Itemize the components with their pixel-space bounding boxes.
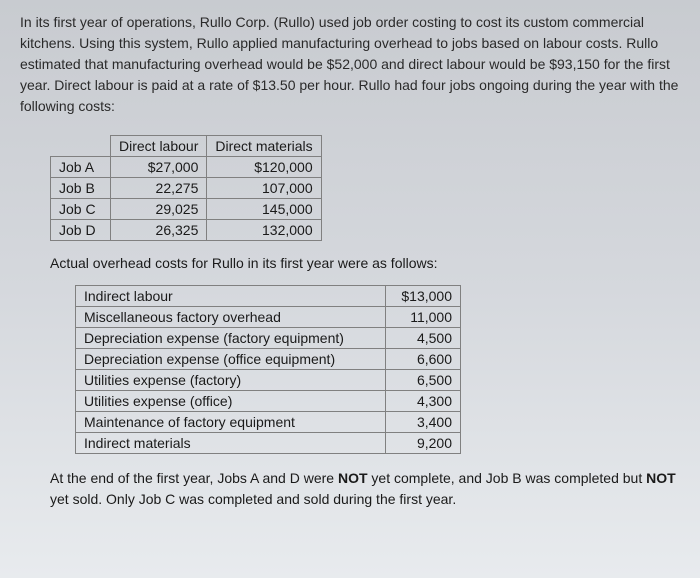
table-row: Maintenance of factory equipment 3,400: [76, 412, 461, 433]
job-materials: $120,000: [207, 157, 321, 178]
jobs-table: Direct labour Direct materials Job A $27…: [50, 135, 322, 241]
table-row: Depreciation expense (factory equipment)…: [76, 328, 461, 349]
job-labour: $27,000: [111, 157, 207, 178]
end-text-part: yet complete, and Job B was completed bu…: [368, 470, 647, 486]
end-bold-not: NOT: [646, 470, 676, 486]
job-label: Job B: [51, 178, 111, 199]
overhead-value: $13,000: [386, 286, 461, 307]
overhead-label: Maintenance of factory equipment: [76, 412, 386, 433]
job-labour: 22,275: [111, 178, 207, 199]
table-row: Job B 22,275 107,000: [51, 178, 322, 199]
overhead-label: Indirect labour: [76, 286, 386, 307]
overhead-value: 6,600: [386, 349, 461, 370]
table-row: Utilities expense (office) 4,300: [76, 391, 461, 412]
intro-paragraph: In its first year of operations, Rullo C…: [20, 12, 680, 117]
table-row: Utilities expense (factory) 6,500: [76, 370, 461, 391]
table-row: Miscellaneous factory overhead 11,000: [76, 307, 461, 328]
end-bold-not: NOT: [338, 470, 368, 486]
overhead-label: Utilities expense (office): [76, 391, 386, 412]
table-row: Job C 29,025 145,000: [51, 199, 322, 220]
end-paragraph: At the end of the first year, Jobs A and…: [50, 468, 680, 510]
job-labour: 26,325: [111, 220, 207, 241]
mid-paragraph: Actual overhead costs for Rullo in its f…: [50, 255, 680, 271]
overhead-label: Depreciation expense (office equipment): [76, 349, 386, 370]
end-text-part: At the end of the first year, Jobs A and…: [50, 470, 338, 486]
overhead-label: Utilities expense (factory): [76, 370, 386, 391]
table-row: Job A $27,000 $120,000: [51, 157, 322, 178]
job-label: Job D: [51, 220, 111, 241]
overhead-table: Indirect labour $13,000 Miscellaneous fa…: [75, 285, 461, 454]
overhead-value: 4,500: [386, 328, 461, 349]
job-materials: 145,000: [207, 199, 321, 220]
overhead-value: 4,300: [386, 391, 461, 412]
job-label: Job A: [51, 157, 111, 178]
table-row: Depreciation expense (office equipment) …: [76, 349, 461, 370]
table-row: Indirect labour $13,000: [76, 286, 461, 307]
table-header-row: Direct labour Direct materials: [51, 136, 322, 157]
overhead-value: 11,000: [386, 307, 461, 328]
table-row: Indirect materials 9,200: [76, 433, 461, 454]
job-materials: 107,000: [207, 178, 321, 199]
col-header-labour: Direct labour: [111, 136, 207, 157]
job-labour: 29,025: [111, 199, 207, 220]
overhead-value: 6,500: [386, 370, 461, 391]
overhead-value: 9,200: [386, 433, 461, 454]
col-header-materials: Direct materials: [207, 136, 321, 157]
overhead-label: Miscellaneous factory overhead: [76, 307, 386, 328]
empty-header: [51, 136, 111, 157]
overhead-label: Depreciation expense (factory equipment): [76, 328, 386, 349]
overhead-label: Indirect materials: [76, 433, 386, 454]
overhead-value: 3,400: [386, 412, 461, 433]
job-label: Job C: [51, 199, 111, 220]
table-row: Job D 26,325 132,000: [51, 220, 322, 241]
end-text-part: yet sold. Only Job C was completed and s…: [50, 491, 456, 507]
job-materials: 132,000: [207, 220, 321, 241]
